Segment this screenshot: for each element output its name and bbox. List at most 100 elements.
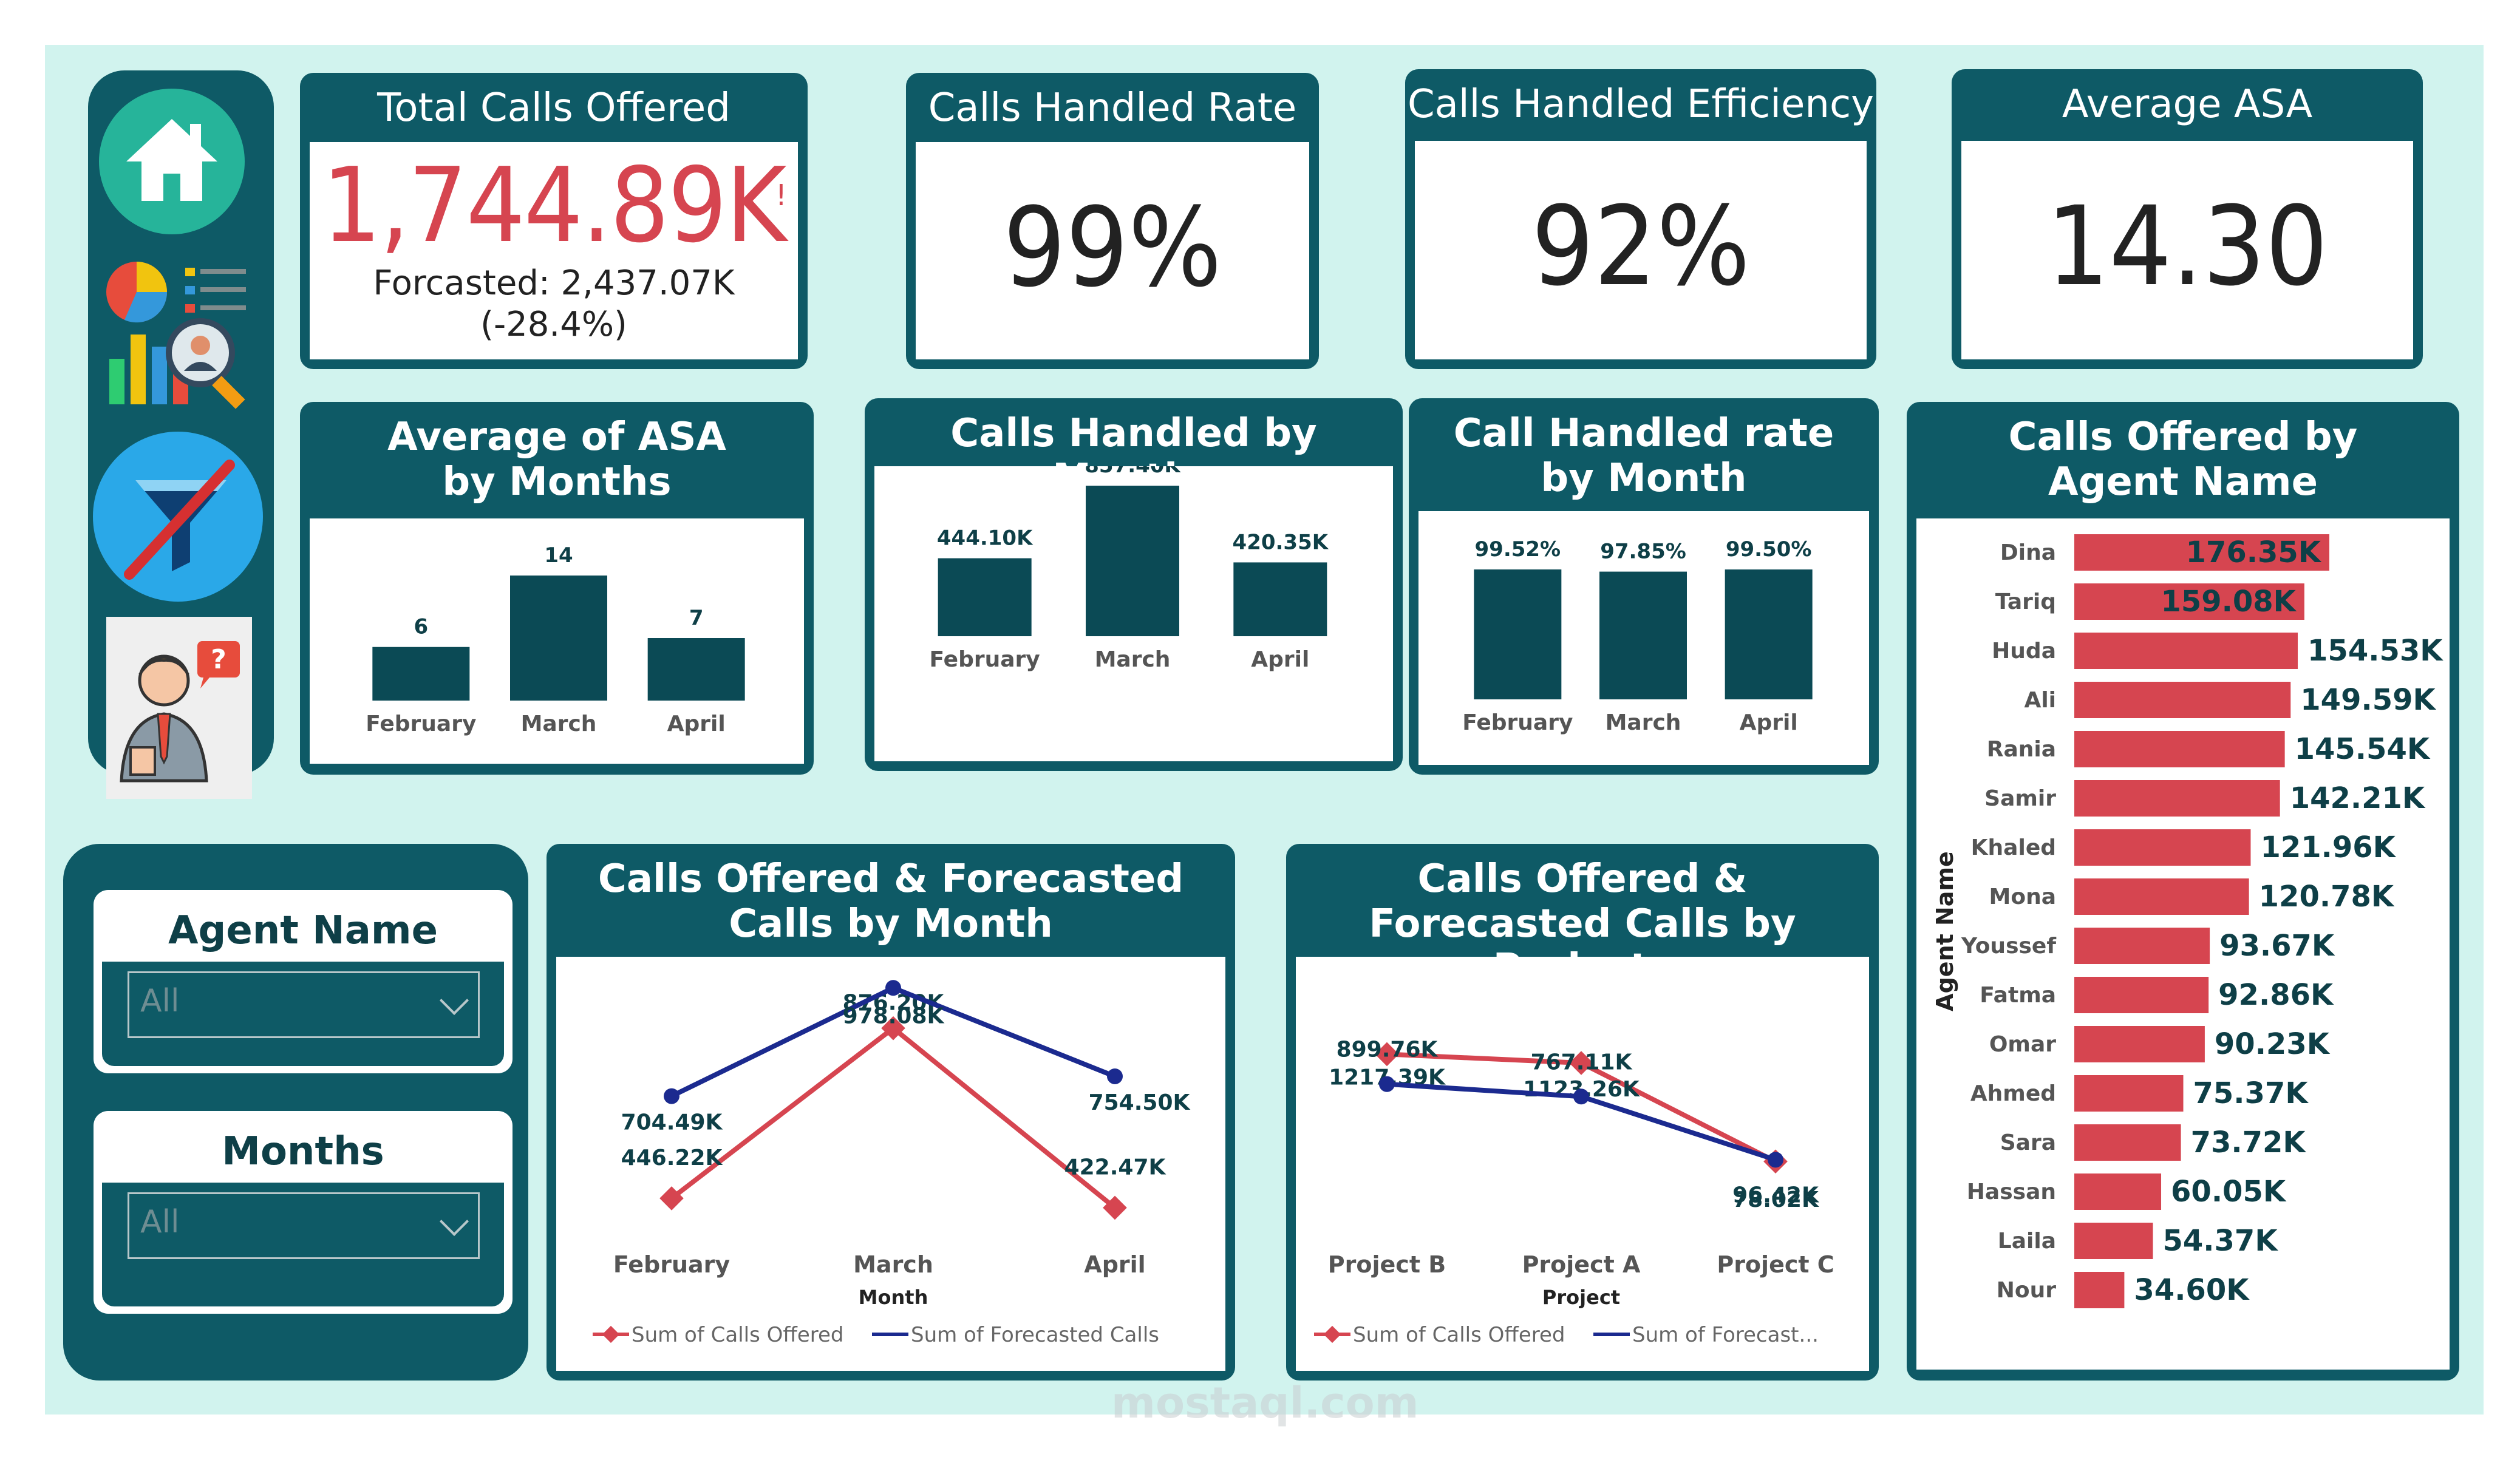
- offered-forecast-project-plot-area: 1217.39K1123.26K78.02K899.76K767.11K96.4…: [1296, 957, 1869, 1371]
- series-point: [1569, 1051, 1593, 1075]
- data-label: 422.47K: [1064, 1155, 1166, 1180]
- agent-slicer-body: All: [102, 962, 504, 1066]
- bar-samir: [2074, 780, 2280, 817]
- kpi-calls-handled-rate-title: Calls Handled Rate: [928, 86, 1297, 131]
- kpi-average-asa-body: 14.30: [1961, 141, 2413, 359]
- bar-ali: [2074, 682, 2291, 718]
- category-label: Project C: [1717, 1251, 1834, 1278]
- data-label: 78.02K: [1732, 1187, 1819, 1212]
- clear-filter-icon[interactable]: [93, 432, 263, 602]
- kpi-total-calls-change: (-28.4%): [480, 305, 627, 344]
- data-label: 145.54K: [2295, 732, 2431, 766]
- data-label: 14: [544, 543, 573, 568]
- category-label: March: [1606, 710, 1681, 735]
- data-label: 176.35K: [2186, 535, 2322, 569]
- kpi-calls-handled-efficiency-value: 92%: [1531, 183, 1750, 310]
- kpi-calls-handled-rate: Calls Handled Rate 99%: [906, 73, 1319, 369]
- series-point: [664, 1088, 679, 1104]
- series-point: [1573, 1089, 1589, 1105]
- category-label: April: [1084, 1251, 1145, 1278]
- offered-forecast-month-title: Calls Offered & Forecasted Calls by Mont…: [598, 857, 1184, 946]
- data-label: 90.23K: [2215, 1027, 2331, 1061]
- offered-by-agent-chart: Agent Name Dina 176.35K Tariq 159.08K Huda 154…: [1932, 534, 2443, 1308]
- bar-ahmed: [2074, 1075, 2184, 1112]
- agent-label: Hassan: [1967, 1180, 2056, 1204]
- rate-by-month-title: Call Handled rate by Month: [1453, 411, 1834, 501]
- kpi-average-asa: Average ASA 14.30: [1952, 69, 2423, 369]
- kpi-calls-handled-efficiency-body: 92%: [1415, 141, 1867, 359]
- months-dropdown-value: All: [140, 1204, 180, 1240]
- y-axis-label: Agent Name: [1932, 851, 1958, 1011]
- handled-by-month-card: Calls Handled by Months 444.10KFebruary8…: [865, 398, 1403, 771]
- data-label: 96.42K: [1732, 1183, 1819, 1207]
- asa-by-month-title: Average of ASA by Months: [387, 415, 726, 504]
- data-label: 99.50%: [1726, 537, 1812, 562]
- bar-february: [1474, 569, 1562, 699]
- months-slicer-label: Months: [222, 1129, 384, 1174]
- data-label: 149.59K: [2300, 683, 2436, 717]
- data-label: 54.37K: [2162, 1224, 2278, 1258]
- home-icon[interactable]: [99, 89, 245, 234]
- data-label: 142.21K: [2290, 781, 2426, 815]
- legend-entry: Sum of Forecasted Calls: [911, 1323, 1159, 1347]
- category-label: March: [853, 1251, 933, 1278]
- category-label: February: [366, 712, 476, 736]
- asa-by-month-plot-area: 6 February 14 March 7 April: [310, 518, 804, 764]
- offered-forecast-month-card: Calls Offered & Forecasted Calls by Mont…: [547, 844, 1235, 1381]
- agent-slicer-label: Agent Name: [168, 908, 438, 953]
- bar-tariq: [2074, 583, 2304, 620]
- legend-entry: Sum of Calls Offered: [1353, 1323, 1565, 1347]
- data-label: 34.60K: [2134, 1273, 2250, 1307]
- months-slicer-body: All: [102, 1183, 504, 1306]
- chevron-down-icon: [439, 1206, 469, 1237]
- handled-by-month-chart: 444.10K February 857.40K March 420.35K April: [930, 453, 1329, 672]
- legend-marker: [1323, 1325, 1341, 1343]
- data-label: 154.53K: [2307, 634, 2443, 668]
- bar-sara: [2074, 1124, 2181, 1161]
- bar-april: [1233, 562, 1327, 636]
- data-label: 93.67K: [2219, 929, 2335, 963]
- data-label: 60.05K: [2171, 1175, 2287, 1209]
- bar-february: [938, 558, 1032, 636]
- data-label: 97.85%: [1600, 540, 1686, 564]
- agent-label: Khaled: [1971, 835, 2056, 860]
- analytics-icon[interactable]: [100, 256, 258, 413]
- bar-rania: [2074, 731, 2285, 767]
- data-label: 767.11K: [1531, 1050, 1633, 1075]
- category-label: March: [521, 712, 597, 736]
- agent-dropdown[interactable]: All: [128, 971, 480, 1038]
- bar-omar: [2074, 1026, 2205, 1062]
- data-label: 75.37K: [2193, 1076, 2309, 1110]
- months-dropdown[interactable]: All: [128, 1192, 480, 1259]
- category-label: February: [613, 1251, 730, 1278]
- offered-by-agent-plot-area: Agent Name Dina 176.35K Tariq 159.08K Huda 154…: [1916, 518, 2450, 1370]
- legend-entry: Sum of Forecast...: [1632, 1323, 1819, 1347]
- series-point: [1379, 1076, 1395, 1092]
- agent-label: Youssef: [1961, 934, 2056, 959]
- series-point: [1107, 1068, 1123, 1084]
- bar-hassan: [2074, 1173, 2162, 1210]
- nav-sidebar: ?: [88, 70, 274, 799]
- kpi-calls-handled-efficiency-title: Calls Handled Efficiency: [1407, 82, 1875, 127]
- agent-label: Nour: [1997, 1278, 2056, 1303]
- data-label: 857.40K: [1085, 466, 1181, 478]
- bar-march: [1086, 486, 1179, 636]
- data-label: 420.35K: [1233, 530, 1329, 554]
- svg-text:?: ?: [211, 644, 226, 675]
- agent-label: Omar: [1989, 1032, 2056, 1057]
- bar-fatma: [2074, 977, 2209, 1013]
- dashboard-canvas: ? Total Calls Offered 1,744.89K ! Forcas…: [45, 45, 2484, 1415]
- series-point: [885, 980, 901, 996]
- category-label: February: [930, 647, 1040, 672]
- offered-by-agent-card: Calls Offered by Agent Name Agent Name Di…: [1907, 402, 2459, 1381]
- bar-youssef: [2074, 928, 2210, 964]
- category-label: April: [667, 712, 726, 736]
- agent-label: Mona: [1989, 885, 2056, 909]
- agent-help-icon[interactable]: ?: [106, 617, 252, 799]
- series-point: [1768, 1152, 1783, 1168]
- bar-march: [510, 576, 607, 701]
- agent-dropdown-value: All: [140, 983, 180, 1019]
- agent-label: Huda: [1992, 639, 2056, 664]
- data-label: 92.86K: [2218, 978, 2334, 1012]
- bar-dina: [2074, 534, 2329, 571]
